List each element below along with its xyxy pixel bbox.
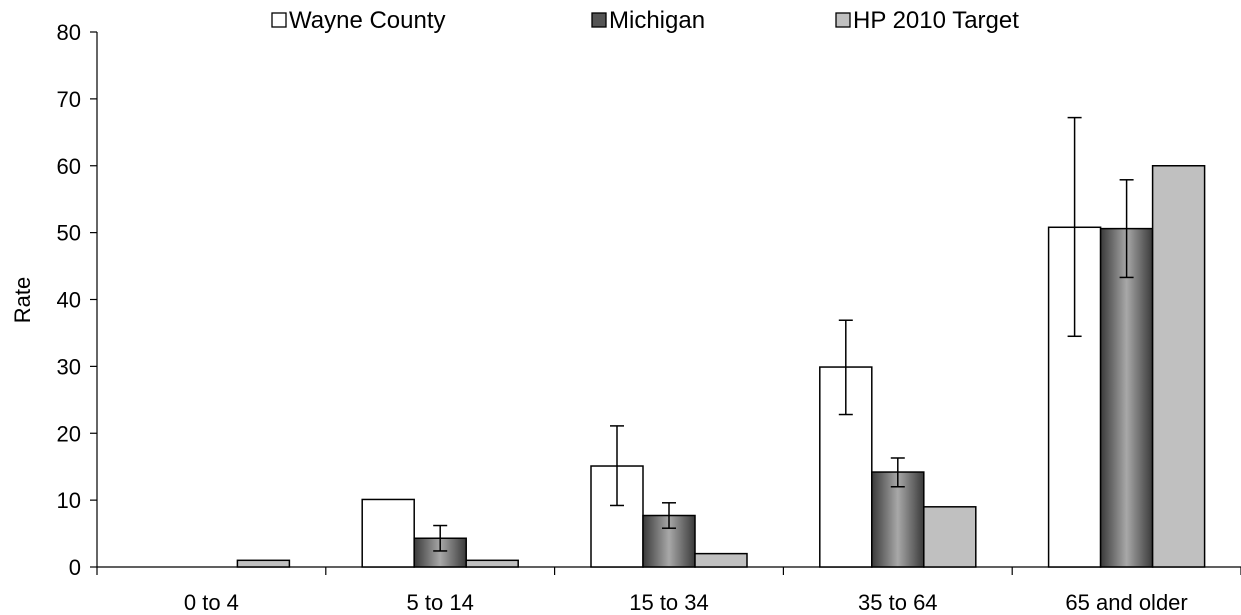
legend-swatch	[271, 12, 287, 28]
y-tick-label: 70	[57, 87, 81, 112]
bar	[694, 552, 748, 568]
legend-label: HP 2010 Target	[853, 7, 1019, 34]
legend-swatch	[835, 12, 851, 28]
y-tick-label: 80	[57, 20, 81, 45]
x-tick-label: 65 and older	[1065, 590, 1187, 615]
legend-label: Michigan	[609, 7, 705, 34]
y-tick-label: 0	[69, 555, 81, 580]
bar	[236, 559, 291, 568]
y-tick-label: 50	[57, 221, 81, 246]
bar	[871, 471, 925, 568]
y-tick-label: 10	[57, 488, 81, 513]
bars	[236, 165, 1206, 568]
axes: 0 10 20 30 40 50 60 70 80 0 to 4 5 to 14 15 to 34 35…	[57, 20, 1241, 615]
x-tick-label: 35 to 64	[858, 590, 938, 615]
bar	[1151, 165, 1206, 568]
legend-swatch	[591, 12, 607, 28]
y-tick-label: 30	[57, 354, 81, 379]
bar	[923, 506, 977, 568]
y-axis-title: Rate	[10, 277, 35, 323]
bar	[465, 559, 519, 568]
x-tick-label: 5 to 14	[407, 590, 474, 615]
y-tick-label: 20	[57, 421, 81, 446]
y-tick-label: 60	[57, 154, 81, 179]
error-bars	[433, 116, 1134, 552]
x-tick-label: 15 to 34	[629, 590, 709, 615]
bar	[361, 498, 415, 568]
x-tick-label: 0 to 4	[184, 590, 239, 615]
legend: Wayne County Michigan HP 2010 Target	[271, 7, 1019, 34]
y-tick-label: 40	[57, 288, 81, 313]
bar	[1099, 227, 1154, 568]
legend-label: Wayne County	[289, 7, 446, 34]
